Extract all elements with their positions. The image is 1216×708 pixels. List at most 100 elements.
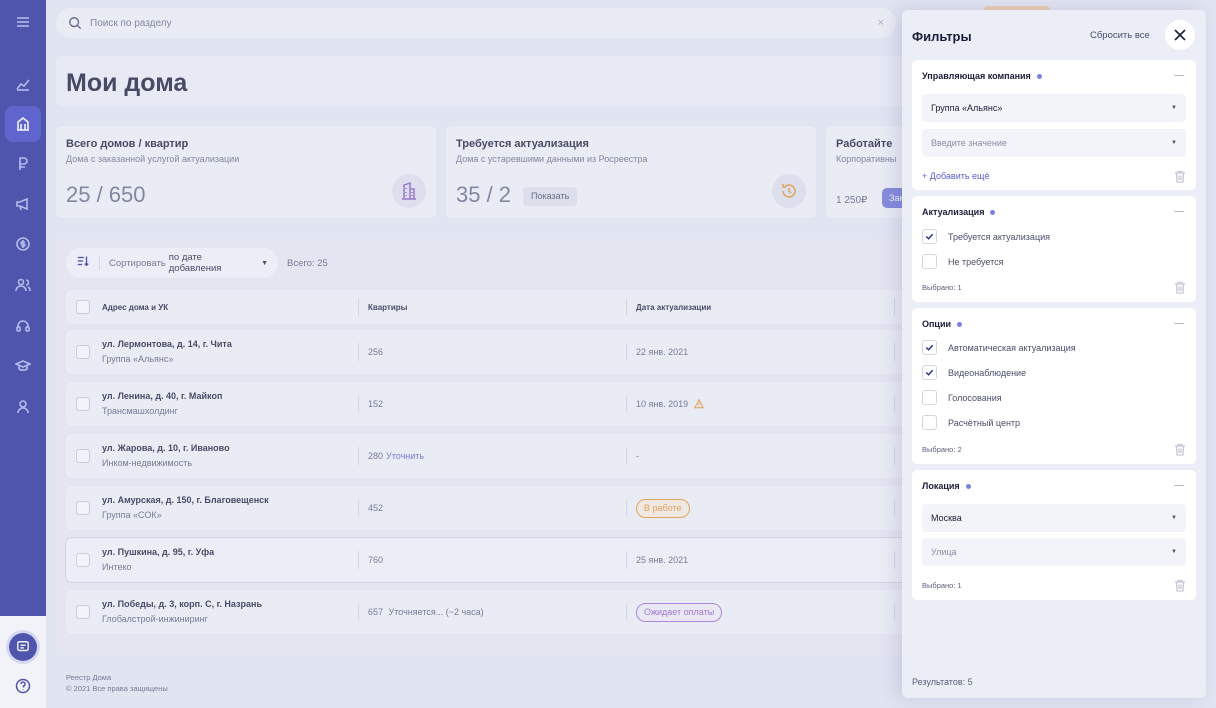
stat-subtitle: Дома с устаревшими данными из Росреестра <box>456 154 648 164</box>
filters-panel: Фильтры Сбросить все Управляющая компани… <box>902 10 1206 698</box>
table-row[interactable]: ул. Победы, д. 3, корп. С, г. Назрань Гл… <box>66 590 906 634</box>
table-row[interactable]: ул. Ленина, д. 40, г. Майкоп Трансмашхол… <box>66 382 906 426</box>
search-input[interactable] <box>90 17 878 29</box>
apartments-value: 657 <box>368 607 384 617</box>
column-divider <box>894 499 895 517</box>
filter-heading-label: Опции <box>922 319 952 329</box>
company-select[interactable]: Группа «Альянс» ▼ <box>922 94 1186 122</box>
stat-title: Всего домов / квартир <box>66 138 189 150</box>
column-divider <box>358 343 359 361</box>
column-divider <box>894 298 895 316</box>
checkbox[interactable] <box>922 415 937 430</box>
row-checkbox[interactable] <box>76 553 90 567</box>
checkbox-checked[interactable] <box>922 365 937 380</box>
checkbox[interactable] <box>922 390 937 405</box>
chart-icon[interactable] <box>11 72 35 96</box>
collapse-icon[interactable] <box>1174 211 1184 212</box>
filter-heading: Опции <box>922 319 963 329</box>
checkbox-checked[interactable] <box>922 229 937 244</box>
users-icon[interactable] <box>11 273 35 297</box>
checkbox-checked[interactable] <box>922 340 937 355</box>
sort-value: по дате добавления <box>168 252 222 274</box>
street-select[interactable]: Улица ▼ <box>922 538 1186 566</box>
column-header-address[interactable]: Адрес дома и УК <box>102 303 169 312</box>
close-icon[interactable] <box>1165 20 1195 50</box>
active-dot <box>957 321 963 327</box>
option-needs-actualization[interactable]: Требуется актуализация <box>922 229 1050 244</box>
column-header-apartments[interactable]: Квартиры <box>368 303 408 312</box>
row-address: ул. Лермонтова, д. 14, г. Чита <box>102 339 232 349</box>
company-input[interactable]: Введите значение ▼ <box>922 129 1186 157</box>
column-divider <box>358 603 359 621</box>
row-apartments: 256 <box>368 347 383 357</box>
apartments-value: 256 <box>368 347 384 357</box>
collapse-icon[interactable] <box>1174 323 1184 324</box>
column-header-date[interactable]: Дата актуализации <box>636 303 712 312</box>
row-checkbox[interactable] <box>76 501 90 515</box>
dollar-icon[interactable] <box>11 232 35 256</box>
trash-icon[interactable] <box>1174 443 1186 456</box>
clarify-link[interactable]: Уточнить <box>386 451 425 461</box>
add-more-link[interactable]: + Добавить ещё <box>922 171 990 181</box>
active-dot <box>990 209 996 215</box>
column-divider <box>626 603 627 621</box>
table-row[interactable]: ул. Жарова, д. 10, г. Иваново Инком-недв… <box>66 434 906 478</box>
filter-heading-label: Локация <box>922 481 960 491</box>
column-divider <box>626 499 627 517</box>
date-value: - <box>636 451 639 461</box>
trash-icon[interactable] <box>1174 170 1186 183</box>
ruble-icon[interactable] <box>11 152 35 176</box>
headset-icon[interactable] <box>11 314 35 338</box>
stat-card-actualization: Требуется актуализация Дома с устаревшим… <box>446 126 816 218</box>
table-row[interactable]: ул. Пушкина, д. 95, г. Уфа Интеко 760 25… <box>66 538 906 582</box>
city-select[interactable]: Москва ▼ <box>922 504 1186 532</box>
column-divider <box>626 551 627 569</box>
row-checkbox[interactable] <box>76 605 90 619</box>
table-row[interactable]: ул. Лермонтова, д. 14, г. Чита Группа «А… <box>66 330 906 374</box>
row-date: - <box>636 451 639 461</box>
option-payment-center[interactable]: Расчётный центр <box>922 415 1020 430</box>
row-address: ул. Жарова, д. 10, г. Иваново <box>102 443 230 453</box>
option-not-required[interactable]: Не требуется <box>922 254 1004 269</box>
reset-all-button[interactable]: Сбросить все <box>1090 30 1150 41</box>
sort-dropdown[interactable]: Сортировать по дате добавления ▼ <box>66 248 278 278</box>
filter-company: Управляющая компания Группа «Альянс» ▼ Вв… <box>912 60 1196 190</box>
footer: Реестр Дома © 2021 Все права защищены <box>66 672 168 694</box>
menu-icon[interactable] <box>11 10 35 34</box>
help-icon[interactable] <box>15 678 31 694</box>
row-org: Группа «Альянс» <box>102 354 174 364</box>
filter-heading: Актуализация <box>922 207 996 217</box>
show-button[interactable]: Показать <box>523 187 578 206</box>
collapse-icon[interactable] <box>1174 485 1184 486</box>
checkbox[interactable] <box>922 254 937 269</box>
collapse-icon[interactable] <box>1174 75 1184 76</box>
row-address: ул. Амурская, д. 150, г. Благовещенск <box>102 495 269 505</box>
row-apartments: 152 <box>368 399 383 409</box>
row-apartments: 657 Уточняется... (~2 часа) <box>368 607 484 617</box>
row-checkbox[interactable] <box>76 449 90 463</box>
option-video[interactable]: Видеонаблюдение <box>922 365 1026 380</box>
option-voting[interactable]: Голосования <box>922 390 1002 405</box>
person-icon[interactable] <box>11 395 35 419</box>
column-divider <box>894 343 895 361</box>
chat-icon[interactable] <box>9 633 37 661</box>
table-row[interactable]: ул. Амурская, д. 150, г. Благовещенск Гр… <box>66 486 906 530</box>
trash-icon[interactable] <box>1174 579 1186 592</box>
trash-icon[interactable] <box>1174 281 1186 294</box>
option-label: Автоматическая актуализация <box>948 342 1076 353</box>
row-checkbox[interactable] <box>76 345 90 359</box>
row-checkbox[interactable] <box>76 397 90 411</box>
results-count: Результатов: 5 <box>912 677 973 687</box>
option-auto-actualization[interactable]: Автоматическая актуализация <box>922 340 1076 355</box>
search-bar[interactable]: × <box>56 8 896 38</box>
building-icon[interactable] <box>5 106 41 142</box>
megaphone-icon[interactable] <box>11 192 35 216</box>
row-date: 22 янв. 2021 <box>636 347 688 357</box>
graduation-icon[interactable] <box>11 354 35 378</box>
clear-search-icon[interactable]: × <box>877 17 884 29</box>
select-all-checkbox[interactable] <box>76 300 90 314</box>
option-label: Требуется актуализация <box>948 231 1050 242</box>
column-divider <box>626 395 627 413</box>
apartments-value: 760 <box>368 555 384 565</box>
row-address: ул. Победы, д. 3, корп. С, г. Назрань <box>102 599 262 609</box>
